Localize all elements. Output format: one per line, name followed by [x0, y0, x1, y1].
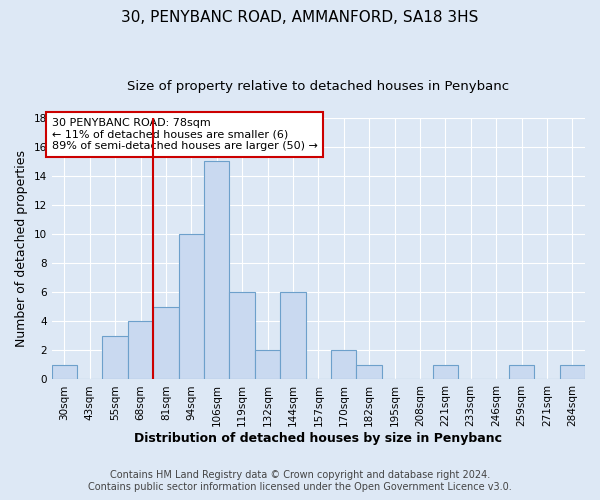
X-axis label: Distribution of detached houses by size in Penybanc: Distribution of detached houses by size … — [134, 432, 502, 445]
Bar — [433, 365, 458, 380]
Bar — [204, 162, 229, 380]
Bar — [179, 234, 204, 380]
Text: 30, PENYBANC ROAD, AMMANFORD, SA18 3HS: 30, PENYBANC ROAD, AMMANFORD, SA18 3HS — [121, 10, 479, 25]
Title: Size of property relative to detached houses in Penybanc: Size of property relative to detached ho… — [127, 80, 509, 93]
Bar — [255, 350, 280, 380]
Text: 30 PENYBANC ROAD: 78sqm
← 11% of detached houses are smaller (6)
89% of semi-det: 30 PENYBANC ROAD: 78sqm ← 11% of detache… — [52, 118, 317, 151]
Bar — [331, 350, 356, 380]
Bar — [153, 307, 179, 380]
Bar — [229, 292, 255, 380]
Bar — [103, 336, 128, 380]
Bar — [560, 365, 585, 380]
Bar — [128, 322, 153, 380]
Text: Contains public sector information licensed under the Open Government Licence v3: Contains public sector information licen… — [88, 482, 512, 492]
Bar — [509, 365, 534, 380]
Bar — [356, 365, 382, 380]
Text: Contains HM Land Registry data © Crown copyright and database right 2024.: Contains HM Land Registry data © Crown c… — [110, 470, 490, 480]
Bar — [280, 292, 305, 380]
Bar — [52, 365, 77, 380]
Y-axis label: Number of detached properties: Number of detached properties — [15, 150, 28, 347]
